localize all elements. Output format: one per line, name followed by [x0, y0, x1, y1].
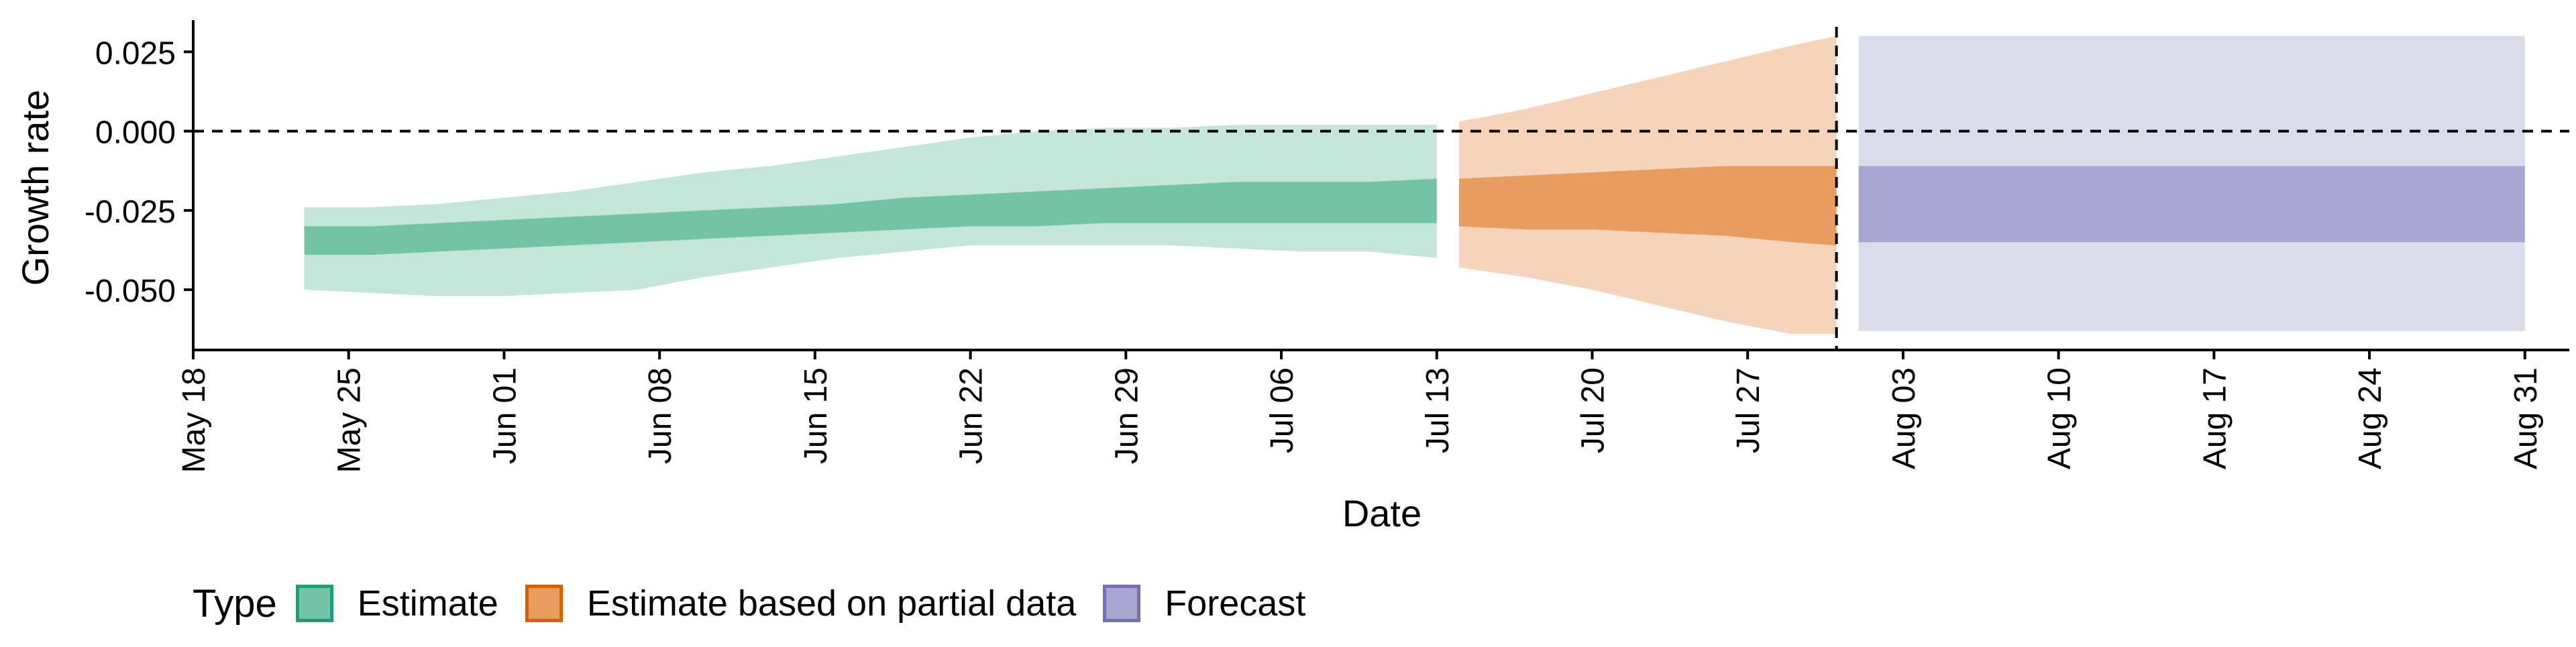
x-tick-label: Jun 29	[1109, 367, 1144, 464]
band-50-estimate-based-on-partial-data	[1458, 166, 1837, 245]
legend-label-forecast: Forecast	[1165, 583, 1306, 624]
legend-item-partial: Estimate based on partial data	[525, 583, 1076, 624]
bands-layer	[304, 36, 2525, 335]
y-tick-label: -0.050	[85, 274, 176, 309]
y-tick-label: -0.025	[85, 194, 176, 230]
legend-label-partial: Estimate based on partial data	[586, 583, 1077, 624]
x-tick-label: May 18	[176, 367, 212, 473]
x-tick-label: Aug 03	[1886, 367, 1922, 469]
legend-item-forecast: Forecast	[1103, 583, 1305, 624]
legend-key-partial	[525, 585, 563, 622]
x-tick-label: Aug 10	[2042, 367, 2078, 469]
legend-key-estimate	[295, 585, 333, 622]
reference-lines	[193, 27, 2569, 350]
y-tick-label: 0.025	[95, 36, 176, 71]
legend-label-estimate: Estimate	[357, 583, 498, 624]
y-axis-label: Growth rate	[14, 90, 56, 286]
band-50-estimate	[304, 178, 1437, 255]
legend-title: Type	[193, 581, 277, 626]
x-tick-label: Jul 20	[1576, 367, 1611, 453]
x-tick-label: Jun 15	[798, 367, 834, 464]
x-axis-label: Date	[1342, 492, 1421, 534]
y-tick-label: 0.000	[95, 115, 176, 151]
x-tick-label: Jun 01	[487, 367, 523, 464]
x-tick-label: Jul 13	[1420, 367, 1456, 453]
x-tick-label: Aug 17	[2197, 367, 2233, 469]
legend: Type Estimate Estimate based on partial …	[193, 573, 1332, 634]
legend-key-forecast	[1103, 585, 1141, 622]
band-50-forecast	[1858, 166, 2525, 243]
axes: 0.025 0.000 -0.025 -0.050 May 18 May 25 Jun 01…	[85, 20, 2569, 473]
x-tick-label: Jun 22	[954, 367, 989, 464]
legend-item-estimate: Estimate	[295, 583, 498, 624]
x-tick-label: Jul 06	[1265, 367, 1300, 453]
x-tick-label: Aug 31	[2508, 367, 2544, 469]
x-tick-label: May 25	[332, 367, 368, 473]
x-tick-label: Aug 24	[2353, 367, 2388, 469]
x-tick-label: Jun 08	[643, 367, 678, 464]
x-tick-label: Jul 27	[1731, 367, 1766, 453]
